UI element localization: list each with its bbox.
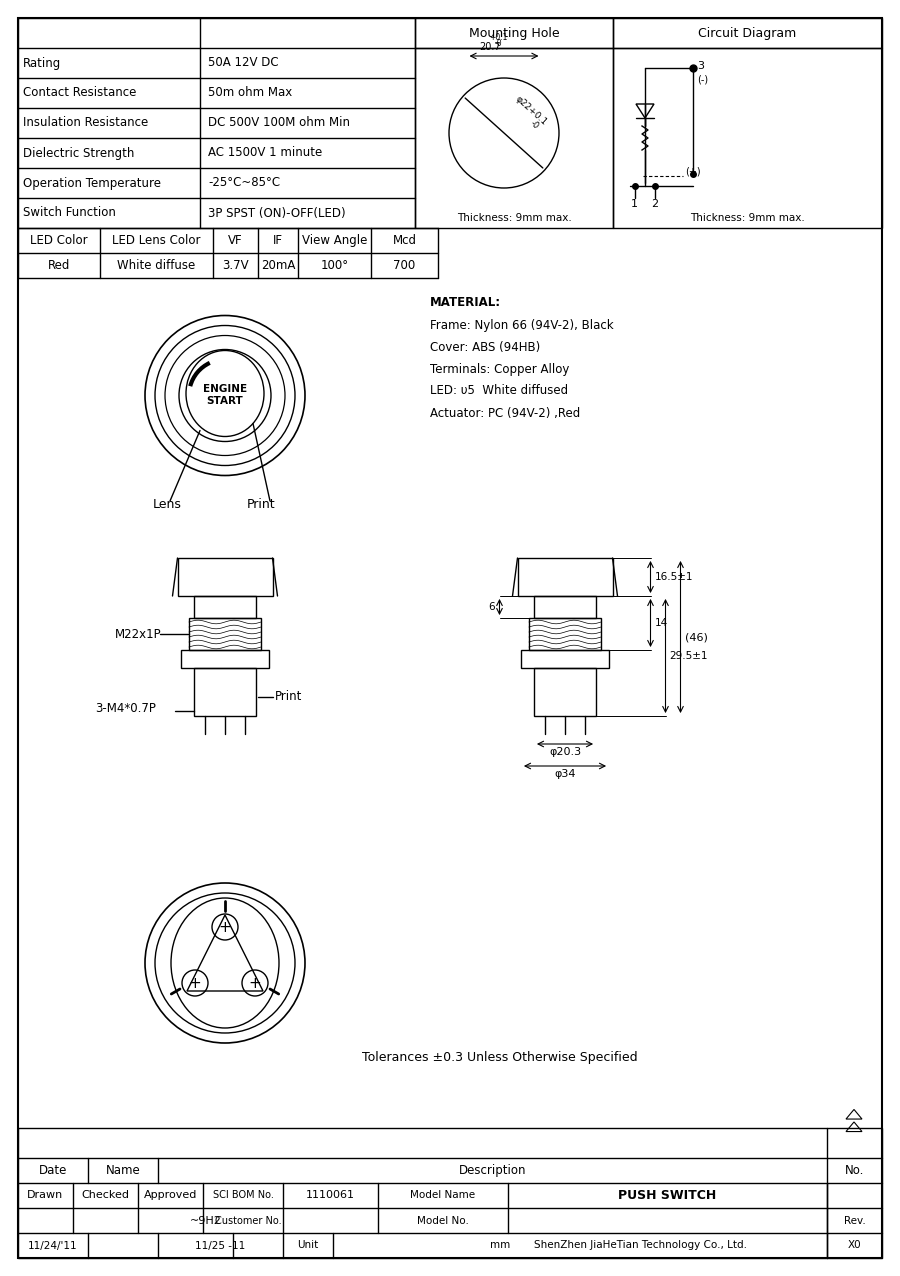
Text: Model No.: Model No. [417,1216,469,1225]
Text: Print: Print [275,690,302,703]
Text: MATERIAL:: MATERIAL: [430,296,501,310]
Text: 20mA: 20mA [261,259,295,272]
Text: (-): (-) [697,75,708,85]
Text: Unit: Unit [297,1240,319,1250]
Bar [613,48,882,228]
Text: AC 1500V 1 minute: AC 1500V 1 minute [208,147,322,160]
Bar [521,649,609,669]
Text: Switch Function: Switch Function [23,207,116,219]
Text: LED Lens Color: LED Lens Color [112,234,201,248]
Text: 14: 14 [654,618,668,628]
Text: 3-M4*0.7P: 3-M4*0.7P [95,702,156,715]
Text: PUSH SWITCH: PUSH SWITCH [618,1189,716,1202]
Text: Insulation Resistance: Insulation Resistance [23,116,148,129]
Text: X0: X0 [848,1240,861,1250]
Text: 1: 1 [631,199,637,209]
Text: No.: No. [845,1164,864,1176]
Text: SCI BOM No.: SCI BOM No. [212,1191,274,1201]
Text: 700: 700 [393,259,416,272]
Text: -0: -0 [494,40,502,48]
Text: Thickness: 9mm max.: Thickness: 9mm max. [690,213,805,223]
Text: IF: IF [273,234,283,248]
Bar [534,596,596,618]
Text: Red: Red [48,259,70,272]
Text: 11/25 -11: 11/25 -11 [195,1240,246,1250]
Text: Checked: Checked [82,1191,130,1201]
Bar [415,48,613,228]
Text: Thickness: 9mm max.: Thickness: 9mm max. [456,213,572,223]
Text: LED: υ5  White diffused: LED: υ5 White diffused [430,384,568,398]
Text: Rating: Rating [23,56,61,69]
Bar [529,618,601,649]
Text: +: + [189,975,202,990]
Bar [534,669,596,716]
Text: M22x1P: M22x1P [115,628,162,641]
Text: 50m ohm Max: 50m ohm Max [208,87,292,100]
Text: ENGINE: ENGINE [202,384,248,394]
Text: 1110061: 1110061 [306,1191,355,1201]
Text: START: START [207,397,243,407]
Text: ~9H2: ~9H2 [190,1216,221,1225]
Text: 3P SPST (ON)-OFF(LED): 3P SPST (ON)-OFF(LED) [208,207,346,219]
Text: 2: 2 [652,199,659,209]
Text: DC 500V 100M ohm Min: DC 500V 100M ohm Min [208,116,350,129]
Bar [181,649,269,669]
Text: View Angle: View Angle [302,234,367,248]
Text: 16.5±1: 16.5±1 [654,572,693,582]
Text: 29.5±1: 29.5±1 [670,651,708,661]
Text: φ20.3: φ20.3 [549,746,581,757]
Text: +: + [219,920,231,934]
Text: 11/24/'11: 11/24/'11 [28,1240,77,1250]
Text: Mcd: Mcd [392,234,417,248]
Text: White diffuse: White diffuse [117,259,195,272]
Text: Print: Print [247,499,275,512]
Text: Cover: ABS (94HB): Cover: ABS (94HB) [430,341,540,353]
Text: 3.7V: 3.7V [222,259,248,272]
Text: 50A 12V DC: 50A 12V DC [208,56,279,69]
Text: mm: mm [490,1240,510,1250]
Text: -0: -0 [528,119,540,131]
Text: Actuator: PC (94V-2) ,Red: Actuator: PC (94V-2) ,Red [430,407,580,420]
Text: LED Color: LED Color [31,234,88,248]
Bar [18,18,415,228]
Text: (+): (+) [685,166,700,176]
Text: VF: VF [229,234,243,248]
Bar [194,596,256,618]
Text: Circuit Diagram: Circuit Diagram [698,27,796,40]
Text: (46): (46) [685,632,707,642]
Text: Contact Resistance: Contact Resistance [23,87,137,100]
Bar [177,558,273,596]
Text: 3: 3 [697,61,704,71]
Text: 100°: 100° [320,259,348,272]
Text: φ34: φ34 [554,769,576,780]
Bar [189,618,261,649]
Text: Lens: Lens [153,499,182,512]
Text: Tolerances ±0.3 Unless Otherwise Specified: Tolerances ±0.3 Unless Otherwise Specifi… [362,1051,638,1064]
Text: Frame: Nylon 66 (94V-2), Black: Frame: Nylon 66 (94V-2), Black [430,319,614,332]
Text: -25°C~85°C: -25°C~85°C [208,176,280,190]
Bar [18,1128,882,1258]
Text: Dielectric Strength: Dielectric Strength [23,147,134,160]
Text: +0.1: +0.1 [489,33,508,42]
Text: Operation Temperature: Operation Temperature [23,176,161,190]
Bar [194,669,256,716]
Text: Drawn: Drawn [27,1191,64,1201]
Text: Model Name: Model Name [410,1191,475,1201]
Text: 6: 6 [488,602,495,612]
Bar [518,558,613,596]
Bar [415,18,613,48]
Text: ShenZhen JiaHeTian Technology Co., Ltd.: ShenZhen JiaHeTian Technology Co., Ltd. [534,1240,746,1250]
Text: Date: Date [39,1164,68,1176]
Text: Rev.: Rev. [843,1216,866,1225]
Text: Terminals: Copper Alloy: Terminals: Copper Alloy [430,362,570,375]
Text: Name: Name [105,1164,140,1176]
Text: φ22+0.1: φ22+0.1 [514,94,549,128]
Text: Mounting Hole: Mounting Hole [469,27,559,40]
Text: +: + [248,975,261,990]
Bar [613,18,882,48]
Text: 20.7: 20.7 [479,42,500,52]
Text: Description: Description [459,1164,526,1176]
Text: Customer No.: Customer No. [215,1216,282,1225]
Text: Approved: Approved [144,1191,197,1201]
